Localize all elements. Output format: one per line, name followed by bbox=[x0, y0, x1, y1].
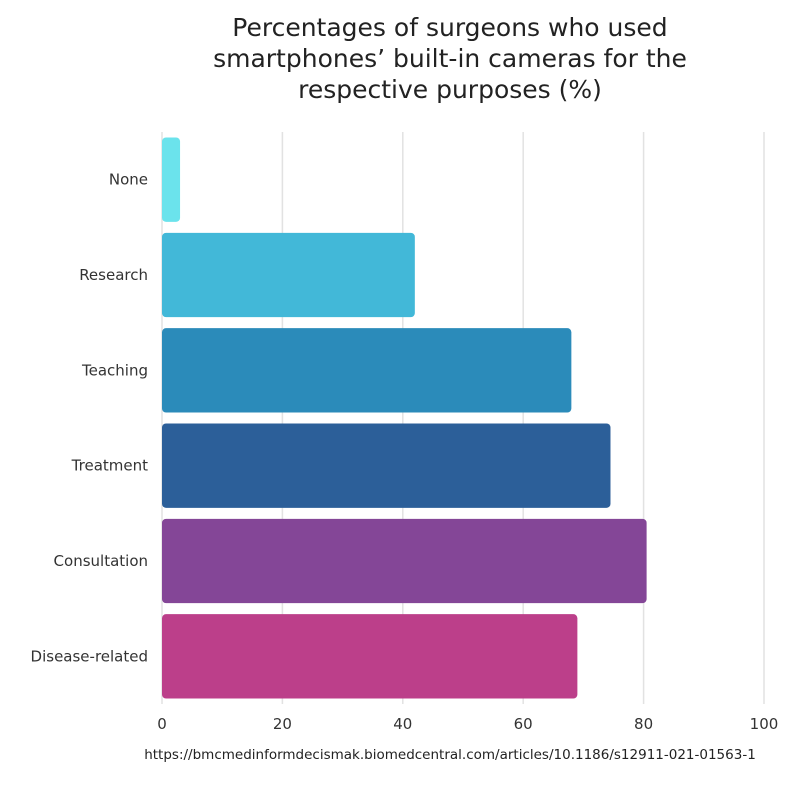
gridlines bbox=[161, 132, 765, 704]
bar-consultation bbox=[162, 518, 647, 604]
x-tick-label-20: 20 bbox=[273, 715, 292, 733]
chart-title: Percentages of surgeons who used smartph… bbox=[213, 13, 687, 104]
category-label-research: Research bbox=[79, 266, 148, 284]
x-tick-label-100: 100 bbox=[750, 715, 779, 733]
category-labels: None Research Teaching Treatment Consultatio… bbox=[31, 171, 149, 666]
category-label-consultation: Consultation bbox=[54, 552, 148, 570]
bars bbox=[162, 137, 647, 699]
category-label-none: None bbox=[109, 171, 148, 189]
source-url: https://bmcmedinformdecismak.biomedcentr… bbox=[144, 747, 756, 763]
bar-disease-related bbox=[162, 614, 578, 699]
category-label-teaching: Teaching bbox=[81, 361, 148, 379]
bar-teaching bbox=[162, 328, 572, 413]
x-tick-label-80: 80 bbox=[634, 715, 653, 733]
category-label-treatment: Treatment bbox=[71, 457, 148, 475]
x-tick-label-0: 0 bbox=[157, 715, 167, 733]
bar-treatment bbox=[162, 423, 611, 508]
x-tick-label-40: 40 bbox=[393, 715, 412, 733]
category-label-disease-related: Disease-related bbox=[31, 647, 148, 665]
x-tick-label-60: 60 bbox=[514, 715, 533, 733]
x-axis-ticks: 0 20 40 60 80 100 bbox=[157, 715, 778, 733]
bar-none bbox=[162, 137, 181, 222]
bar-research bbox=[162, 232, 415, 318]
